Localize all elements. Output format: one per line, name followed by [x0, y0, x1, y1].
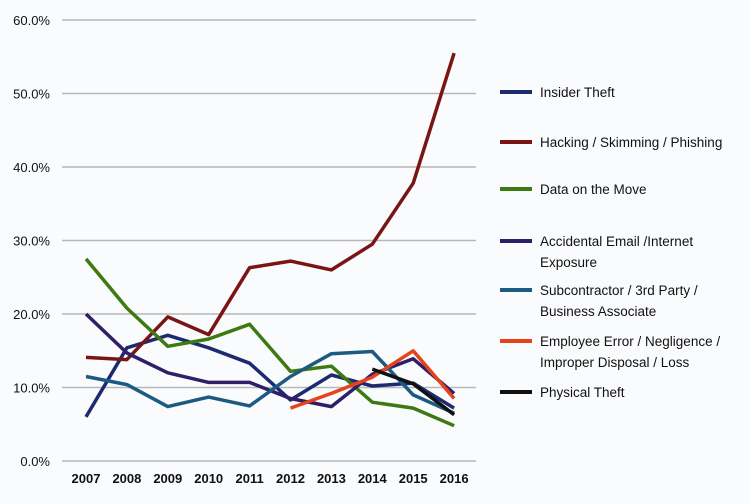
series-line-1	[85, 52, 456, 362]
x-tick-label: 2010	[194, 471, 223, 486]
series-line-6	[371, 367, 456, 417]
x-tick-label: 2016	[440, 471, 469, 486]
y-tick-label: 10.0%	[13, 381, 50, 396]
legend-label: Accidental Email /Internet	[540, 234, 693, 249]
x-tick-label: 2011	[235, 471, 263, 486]
y-tick-label: 20.0%	[13, 307, 50, 322]
y-tick-label: 60.0%	[13, 13, 50, 28]
x-tick-label: 2007	[72, 471, 101, 486]
legend-label: Improper Disposal / Loss	[540, 355, 690, 370]
legend-label: Physical Theft	[540, 385, 625, 400]
series-line-5	[289, 349, 456, 410]
y-tick-label: 0.0%	[20, 454, 50, 469]
y-tick-label: 40.0%	[13, 160, 50, 175]
legend-label: Data on the Move	[540, 182, 647, 197]
x-tick-label: 2009	[153, 471, 182, 486]
legend-label: Subcontractor / 3rd Party /	[540, 283, 698, 298]
x-tick-label: 2015	[399, 471, 428, 486]
x-tick-label: 2008	[112, 471, 141, 486]
series-line-4	[85, 349, 455, 415]
legend-label: Hacking / Skimming / Phishing	[540, 135, 722, 150]
x-tick-label: 2012	[276, 471, 305, 486]
legend-label: Exposure	[540, 255, 597, 270]
legend-label: Insider Theft	[540, 85, 615, 100]
legend-label: Business Associate	[540, 304, 656, 319]
x-tick-label: 2014	[358, 471, 388, 486]
y-tick-label: 50.0%	[13, 87, 50, 102]
series-line-0	[84, 333, 456, 418]
series-line-2	[84, 257, 455, 428]
x-tick-label: 2013	[317, 471, 346, 486]
legend-label: Employee Error / Negligence /	[540, 334, 720, 349]
y-tick-label: 30.0%	[13, 234, 50, 249]
